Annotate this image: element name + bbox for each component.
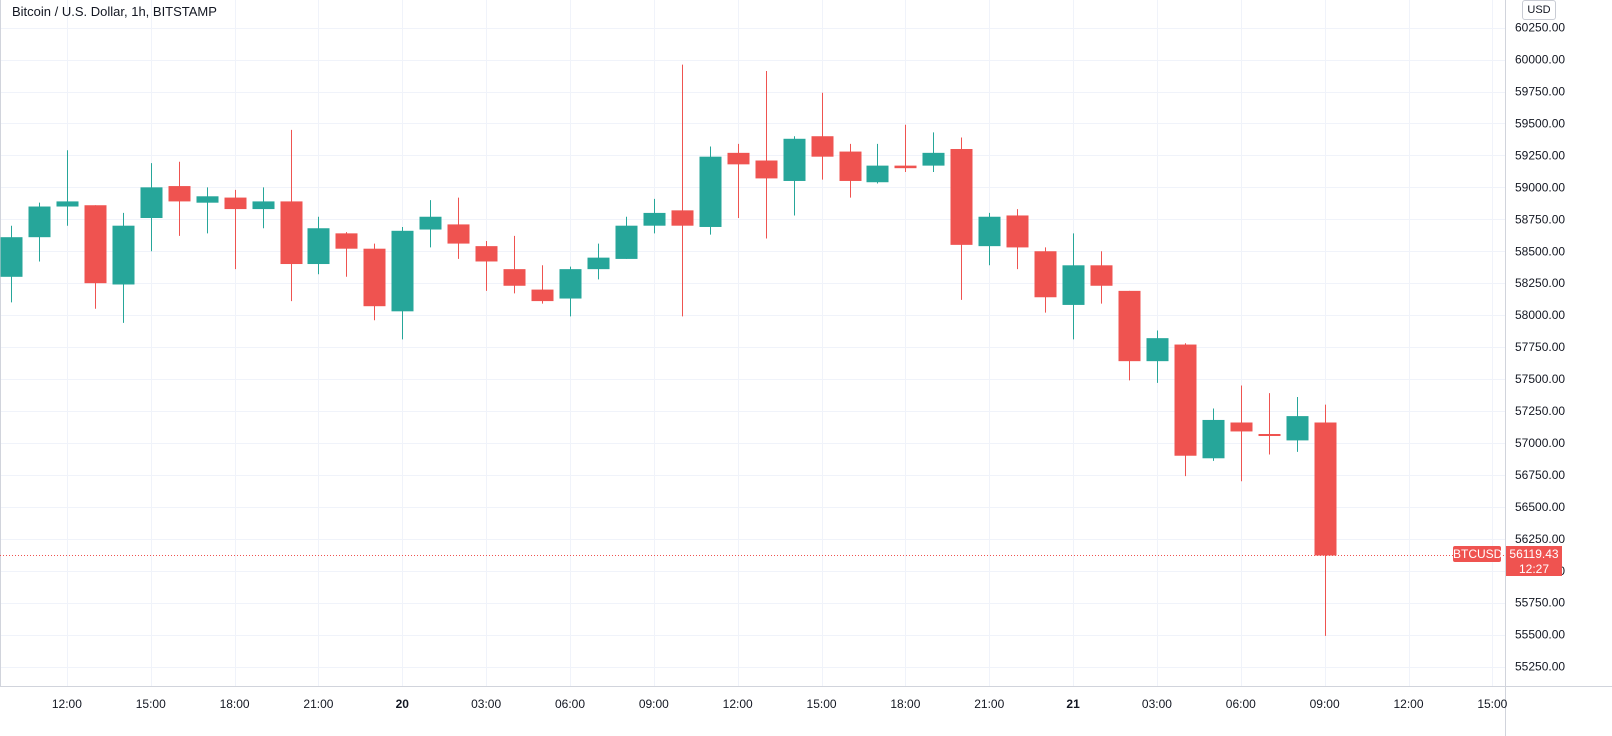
y-tick-label: 55500.00: [1515, 628, 1565, 642]
candle-body: [783, 138, 806, 181]
x-tick-label: 12:00: [1393, 697, 1423, 711]
y-tick-label: 60000.00: [1515, 53, 1565, 67]
candle-body: [1146, 338, 1169, 362]
x-tick-label: 21: [1066, 697, 1080, 711]
candle-body: [419, 216, 442, 230]
y-tick-label: 59000.00: [1515, 180, 1565, 194]
candle-body: [1006, 215, 1029, 248]
candle-body: [475, 246, 498, 262]
x-tick-label: 18:00: [220, 697, 250, 711]
x-tick-label: 12:00: [723, 697, 753, 711]
candle-body: [391, 230, 414, 312]
x-tick-label: 12:00: [52, 697, 82, 711]
y-tick-label: 59250.00: [1515, 148, 1565, 162]
x-tick-label: 15:00: [807, 697, 837, 711]
candle-body: [615, 225, 638, 259]
candle-body: [587, 257, 610, 270]
x-tick-label: 18:00: [890, 697, 920, 711]
candle-body: [0, 237, 23, 277]
candle-body: [1090, 265, 1113, 286]
candle-body: [1034, 251, 1057, 298]
candle-body: [531, 289, 554, 302]
y-tick-label: 59750.00: [1515, 85, 1565, 99]
symbol-tag: BTCUSD: [1453, 546, 1503, 562]
candle-body: [196, 196, 219, 203]
x-tick-label: 20: [396, 697, 410, 711]
y-tick-label: 58250.00: [1515, 276, 1565, 290]
last-price-label: 56119.43: [1506, 546, 1562, 562]
candle-body: [1286, 416, 1309, 441]
x-tick-label: 09:00: [639, 697, 669, 711]
x-tick-label: 15:00: [1477, 697, 1507, 711]
candle-body: [1258, 434, 1281, 437]
candle-body: [56, 201, 79, 207]
currency-button[interactable]: USD: [1522, 0, 1556, 20]
candle-body: [1230, 422, 1253, 432]
x-tick-label: 06:00: [1226, 697, 1256, 711]
countdown-label: 12:27: [1506, 561, 1562, 576]
candle-body: [699, 156, 722, 227]
y-tick-label: 57250.00: [1515, 404, 1565, 418]
y-tick-label: 56750.00: [1515, 468, 1565, 482]
candle-body: [1062, 265, 1085, 305]
candle-body: [839, 151, 862, 181]
candle-body: [335, 233, 358, 249]
candle-body: [922, 152, 945, 166]
x-tick-label: 15:00: [136, 697, 166, 711]
candle-body: [559, 269, 582, 299]
y-tick-label: 57000.00: [1515, 436, 1565, 450]
candle-body: [811, 136, 834, 157]
candle-body: [894, 165, 917, 169]
candle-body: [727, 152, 750, 165]
y-tick-label: 58500.00: [1515, 244, 1565, 258]
y-tick-label: 56500.00: [1515, 500, 1565, 514]
candle-body: [503, 269, 526, 286]
x-tick-label: 03:00: [1142, 697, 1172, 711]
candle-body: [447, 224, 470, 244]
candle-body: [307, 228, 330, 265]
candle-body: [755, 160, 778, 179]
candle-body: [28, 206, 51, 238]
y-tick-label: 58750.00: [1515, 212, 1565, 226]
x-tick-label: 06:00: [555, 697, 585, 711]
candle-body: [224, 197, 247, 210]
chart-title: Bitcoin / U.S. Dollar, 1h, BITSTAMP: [12, 4, 217, 19]
candle-body: [1202, 419, 1225, 459]
x-tick-label: 09:00: [1310, 697, 1340, 711]
y-tick-label: 60250.00: [1515, 21, 1565, 35]
candle-body: [1314, 422, 1337, 556]
candle-body: [280, 201, 303, 265]
candle-body: [671, 210, 694, 226]
y-tick-label: 59500.00: [1515, 116, 1565, 130]
y-tick-label: 55250.00: [1515, 660, 1565, 674]
candle-body: [363, 248, 386, 307]
y-tick-label: 57500.00: [1515, 372, 1565, 386]
y-tick-label: 58000.00: [1515, 308, 1565, 322]
candle-body: [140, 187, 163, 219]
candle-body: [252, 201, 275, 210]
y-tick-label: 55750.00: [1515, 596, 1565, 610]
x-tick-label: 03:00: [471, 697, 501, 711]
candle-body: [1118, 290, 1141, 362]
candle-body: [112, 225, 135, 285]
candle-body: [84, 205, 107, 284]
candle-body: [978, 216, 1001, 247]
candle-body: [643, 212, 666, 226]
y-tick-label: 57750.00: [1515, 340, 1565, 354]
y-tick-label: 56250.00: [1515, 532, 1565, 546]
candle-body: [1174, 344, 1197, 456]
candle-body: [950, 149, 973, 245]
x-tick-label: 21:00: [303, 697, 333, 711]
x-tick-label: 21:00: [974, 697, 1004, 711]
candle-body: [168, 186, 191, 202]
candle-body: [866, 165, 889, 183]
